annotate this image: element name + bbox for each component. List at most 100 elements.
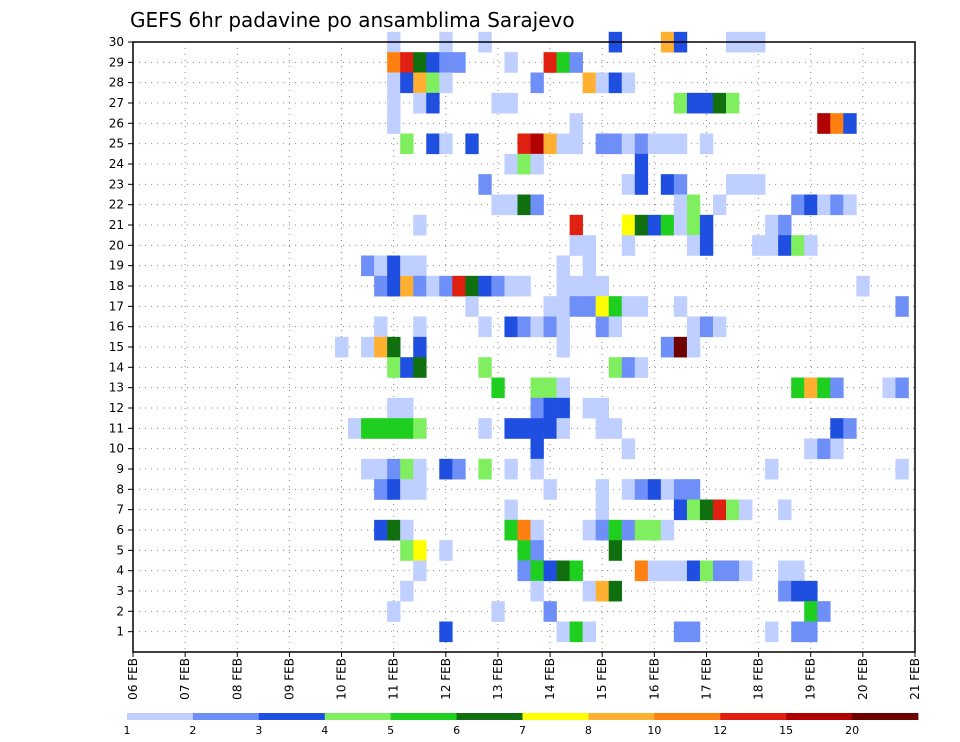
colorbar-swatch: [522, 713, 589, 720]
heatmap-cell: [413, 255, 427, 277]
colorbar-label: 6: [453, 724, 460, 737]
x-tick-label: 15 FEB: [595, 658, 609, 700]
colorbar-swatch: [786, 713, 853, 720]
heatmap-cell: [504, 92, 518, 114]
x-tick-label: 20 FEB: [856, 658, 870, 700]
heatmap-cell: [634, 153, 649, 175]
heatmap-cell: [387, 255, 401, 277]
heatmap-cell: [530, 418, 544, 439]
heatmap-cell: [634, 560, 649, 582]
colorbar-swatch: [127, 713, 194, 720]
heatmap-cell: [634, 519, 649, 541]
heatmap-cell: [413, 418, 427, 439]
heatmap-cell: [726, 174, 740, 195]
heatmap-cell: [387, 519, 401, 541]
heatmap-cell: [400, 255, 414, 277]
heatmap-cell: [556, 255, 570, 277]
x-tick-label: 06 FEB: [126, 658, 140, 700]
heatmap-cell: [608, 296, 623, 317]
colorbar-label: 7: [519, 724, 526, 737]
heatmap-cell: [895, 296, 909, 317]
heatmap-cell: [517, 418, 531, 439]
heatmap-cell: [673, 296, 688, 317]
x-tick-label: 17 FEB: [699, 658, 713, 700]
heatmap-cell: [621, 438, 636, 460]
heatmap-cell: [543, 418, 557, 439]
heatmap-cell: [621, 214, 636, 236]
heatmap-cell: [465, 296, 479, 317]
heatmap-cell: [439, 72, 453, 94]
x-axis-ticks: 06 FEB 07 FEB 08 FEB 09 FEB 10 FEB 11 FEB 12 F…: [126, 652, 922, 700]
heatmap-cell: [856, 275, 870, 297]
heatmap-cell: [400, 458, 414, 480]
heatmap-cell: [582, 397, 596, 419]
heatmap-cell: [413, 560, 427, 582]
x-tick-label: 10 FEB: [335, 658, 349, 700]
heatmap-cell: [556, 397, 570, 419]
heatmap-cell: [374, 458, 388, 480]
heatmap-cell: [452, 275, 466, 297]
heatmap-cell: [595, 133, 610, 155]
heatmap-cell: [530, 540, 544, 561]
heatmap-cell: [491, 194, 505, 216]
heatmap-cell: [739, 499, 753, 521]
y-tick-label: 15: [109, 340, 124, 354]
chart-title: GEFS 6hr padavine po ansamblima Sarajevo: [130, 8, 575, 32]
heatmap-cell: [699, 235, 714, 256]
heatmap-cell: [699, 560, 714, 582]
heatmap-cell: [556, 418, 570, 439]
heatmap-cell: [686, 194, 701, 216]
heatmap-cell: [413, 540, 427, 561]
heatmap-cell: [660, 519, 675, 541]
heatmap-cell: [608, 357, 623, 378]
heatmap-cell: [348, 418, 362, 439]
heatmap-cell: [426, 92, 440, 114]
x-tick-label: 19 FEB: [804, 658, 818, 700]
heatmap-cell: [830, 194, 844, 216]
heatmap-cell: [804, 377, 818, 399]
heatmap-cell: [374, 316, 388, 338]
heatmap-cell: [569, 235, 583, 256]
heatmap-cell: [817, 601, 831, 622]
heatmap-cell: [387, 113, 401, 134]
y-tick-label: 4: [116, 564, 124, 578]
heatmap-cell: [400, 133, 414, 155]
heatmap-cell: [439, 458, 453, 480]
heatmap-cell: [582, 580, 596, 602]
heatmap-cell: [400, 357, 414, 378]
colorbar-swatch: [192, 713, 260, 720]
heatmap-cell: [765, 214, 779, 236]
y-tick-label: 26: [109, 116, 124, 130]
heatmap-cell: [726, 92, 740, 114]
heatmap-cell: [530, 580, 544, 602]
heatmap-cells: [335, 31, 909, 643]
heatmap-cell: [439, 621, 453, 643]
colorbar-swatch: [852, 713, 919, 720]
heatmap-cell: [804, 580, 818, 602]
y-tick-label: 6: [116, 523, 124, 537]
heatmap-cell: [400, 52, 414, 73]
heatmap-cell: [791, 194, 805, 216]
y-tick-label: 13: [109, 381, 124, 395]
heatmap-cell: [660, 174, 675, 195]
heatmap-cell: [647, 133, 662, 155]
colorbar-swatch: [390, 713, 457, 720]
heatmap-cell: [621, 357, 636, 378]
heatmap-cell: [804, 621, 818, 643]
heatmap-cell: [439, 133, 453, 155]
heatmap-cell: [426, 52, 440, 73]
heatmap-cell: [517, 133, 531, 155]
heatmap-cell: [400, 479, 414, 500]
y-axis-ticks: 1234567891011121314151617181920212223242…: [109, 35, 133, 639]
heatmap-cell: [465, 275, 479, 297]
y-tick-label: 20: [109, 238, 124, 252]
heatmap-cell: [504, 52, 518, 73]
heatmap-cell: [778, 580, 792, 602]
heatmap-cell: [673, 92, 688, 114]
heatmap-cell: [413, 92, 427, 114]
heatmap-cell: [752, 174, 766, 195]
heatmap-cell: [595, 296, 610, 317]
colorbar-swatch: [588, 713, 655, 720]
heatmap-cell: [478, 174, 492, 195]
heatmap-cell: [530, 560, 544, 582]
